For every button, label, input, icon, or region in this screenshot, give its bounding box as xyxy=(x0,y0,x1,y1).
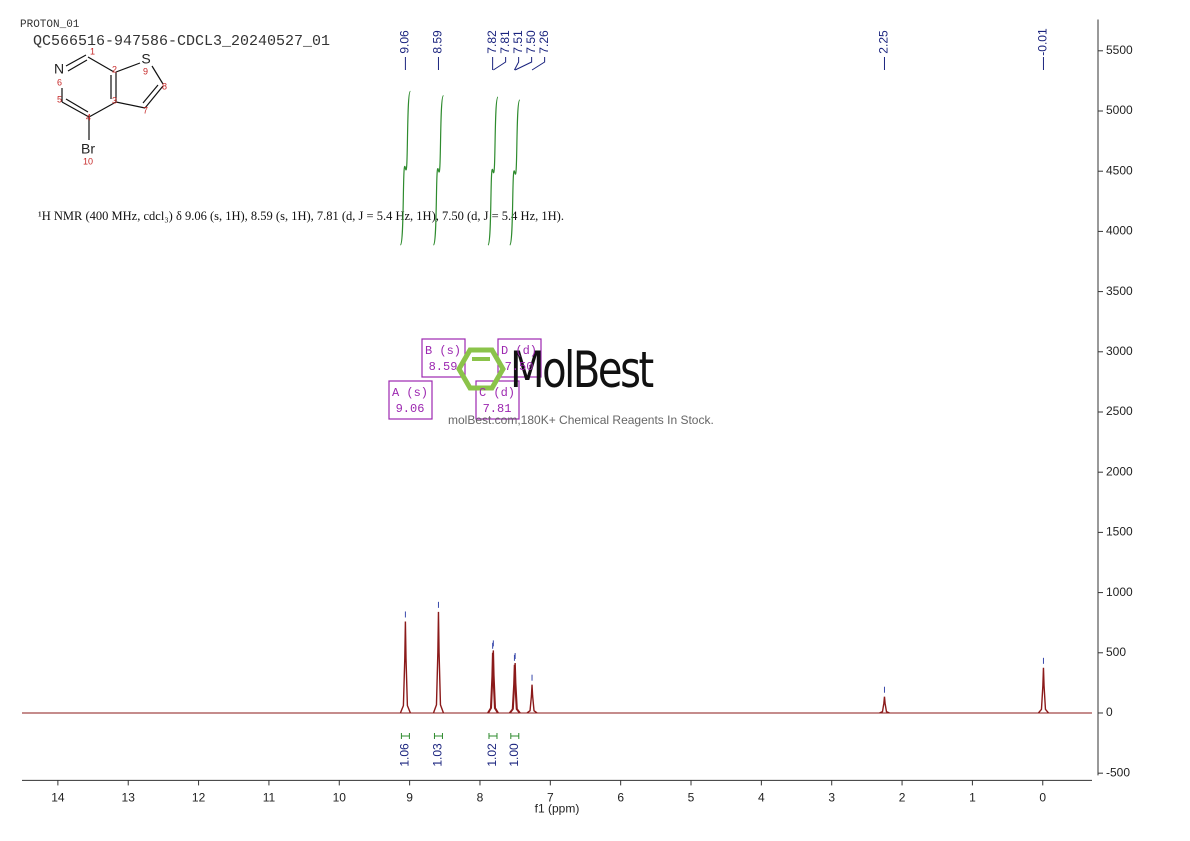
peak-label-leader xyxy=(513,57,520,71)
y-tick-label: 4500 xyxy=(1106,163,1133,177)
multiplet-box xyxy=(388,380,433,420)
y-tick-label: 0 xyxy=(1106,705,1113,719)
peak-label-leader xyxy=(514,57,533,71)
peak xyxy=(1037,667,1049,714)
integral-label: 1.00 xyxy=(507,743,521,767)
multiplet-name: B (s) xyxy=(425,344,461,358)
x-tick-label: 12 xyxy=(192,791,206,805)
y-tick-label: 3000 xyxy=(1106,344,1133,358)
x-tick-label: 11 xyxy=(263,791,276,805)
atom-label: S xyxy=(141,51,150,67)
atom-numbers: 1 2 3 4 5 6 7 8 9 10 xyxy=(57,46,167,166)
x-tick-label: 13 xyxy=(122,791,136,805)
multiplet-name: A (s) xyxy=(392,386,428,400)
peak xyxy=(487,650,499,714)
integral-curve xyxy=(399,90,411,246)
x-tick-label: 5 xyxy=(688,791,695,805)
y-tick-label: 2500 xyxy=(1106,404,1133,418)
peak-label: 8.59 xyxy=(431,30,445,54)
y-tick-label: 500 xyxy=(1106,645,1126,659)
integral-label: 1.06 xyxy=(398,743,412,767)
peak-label: 7.82 xyxy=(485,30,499,54)
peak xyxy=(399,621,412,714)
atom-number: 7 xyxy=(143,105,148,115)
y-tick-label: 2000 xyxy=(1106,464,1133,478)
atom-number: 3 xyxy=(112,95,117,105)
watermark-tagline: molBest.com,180K+ Chemical Reagents In S… xyxy=(448,413,714,427)
peak xyxy=(879,696,890,714)
molecule xyxy=(61,54,164,140)
x-tick-label: 1 xyxy=(969,791,976,805)
multiplet-shift: 8.59 xyxy=(429,360,458,374)
integral-curve xyxy=(487,96,499,246)
x-tick-label: 4 xyxy=(758,791,765,805)
x-axis-label: f1 (ppm) xyxy=(535,802,580,816)
x-tick-label: 6 xyxy=(617,791,624,805)
peak xyxy=(526,684,538,714)
x-tick-label: 9 xyxy=(406,791,413,805)
integral-curve xyxy=(509,99,521,246)
integral-label: 1.03 xyxy=(431,743,445,767)
x-tick-label: 3 xyxy=(828,791,835,805)
y-tick-label: 4000 xyxy=(1106,224,1133,238)
peak xyxy=(509,662,521,714)
integral-label: 1.02 xyxy=(485,743,499,767)
peak-label: 7.81 xyxy=(498,30,512,54)
x-tick-label: 7 xyxy=(547,791,554,805)
multiplet-shift: 9.06 xyxy=(396,402,425,416)
x-tick-label: 10 xyxy=(333,791,347,805)
peak-label-leader xyxy=(531,57,546,71)
integral-bracket xyxy=(510,733,520,739)
x-tick-label: 8 xyxy=(477,791,484,805)
y-tick-label: 1500 xyxy=(1106,525,1133,539)
peak-label: -0.01 xyxy=(1036,28,1050,56)
x-tick-label: 2 xyxy=(899,791,906,805)
multiplet-shift: 7.81 xyxy=(483,402,512,416)
integral-bracket xyxy=(488,733,498,739)
watermark-brand: MolBest xyxy=(510,341,654,400)
integral-curve xyxy=(432,95,445,246)
atom-number: 1 xyxy=(90,46,95,56)
y-tick-label: 3500 xyxy=(1106,284,1133,298)
multiplet-shift: 7.50 xyxy=(505,360,534,374)
peak xyxy=(432,611,445,714)
atom-number: 6 xyxy=(57,77,62,87)
peak-label: 7.26 xyxy=(537,30,551,54)
atom-number: 9 xyxy=(143,66,148,76)
multiplet-name: C (d) xyxy=(479,386,515,400)
y-tick-label: -500 xyxy=(1106,765,1130,779)
multiplet-name: D (d) xyxy=(501,344,537,358)
integral-bracket xyxy=(433,733,443,739)
experiment-name: PROTON_01 xyxy=(20,19,80,31)
atom-number: 5 xyxy=(57,94,62,104)
atom-label: Br xyxy=(81,141,95,157)
watermark: MolBest molBest.com,180K+ Chemical Reage… xyxy=(448,341,714,427)
peak-label: 7.50 xyxy=(524,30,538,54)
nmr-description: ¹H NMR (400 MHz, cdcl₃) δ 9.06 (s, 1H), … xyxy=(38,209,564,223)
sample-name: QC566516-947586-CDCL3_20240527_01 xyxy=(33,33,331,50)
y-tick-label: 1000 xyxy=(1106,585,1133,599)
atom-number: 10 xyxy=(83,156,93,166)
peak-label: 9.06 xyxy=(398,30,412,54)
peak-label: 7.51 xyxy=(511,30,525,54)
integral-bracket xyxy=(400,733,410,739)
atom-number: 4 xyxy=(86,112,91,122)
y-tick-label: 5000 xyxy=(1106,103,1133,117)
atom-number: 2 xyxy=(112,64,117,74)
x-tick-label: 14 xyxy=(51,791,65,805)
x-tick-label: 0 xyxy=(1039,791,1046,805)
peak-label-leader xyxy=(493,57,507,71)
peak-label: 2.25 xyxy=(877,30,891,54)
atom-number: 8 xyxy=(162,81,167,91)
atom-label: N xyxy=(54,61,64,77)
y-tick-label: 5500 xyxy=(1106,43,1133,57)
